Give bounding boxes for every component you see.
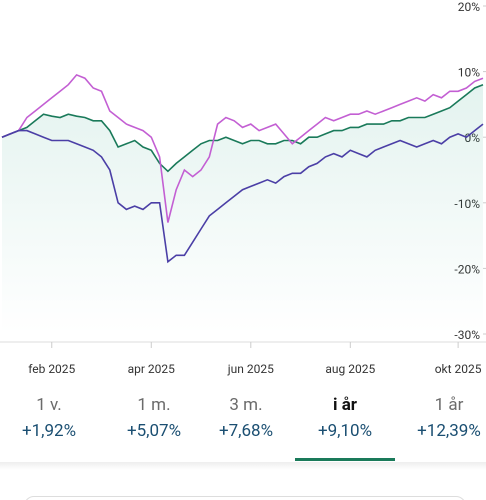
tab-change: +7,68% — [218, 421, 274, 441]
tab-change: +9,10% — [317, 421, 373, 441]
area — [2, 84, 483, 334]
line — [1, 123, 484, 264]
tab-label: 1 år — [434, 395, 464, 415]
tab-label: 1 m. — [137, 395, 171, 415]
x-tick-label: apr 2025 — [128, 362, 176, 376]
tab-change: +5,07% — [126, 421, 182, 441]
period-tab[interactable]: 1 år +12,39% — [399, 392, 486, 444]
period-tab[interactable]: 3 m. +7,68% — [196, 392, 296, 444]
card — [24, 496, 466, 500]
selected-underline — [295, 458, 395, 461]
period-tab[interactable]: i år +9,10% — [295, 392, 395, 444]
y-tick-label: 10% — [458, 66, 480, 80]
x-tick-label: jun 2025 — [227, 362, 274, 376]
divider — [0, 462, 486, 470]
y-tick-label: 20% — [458, 0, 480, 14]
tab-change: +12,39% — [417, 421, 481, 441]
x-tick-label: aug 2025 — [325, 362, 375, 376]
tab-label: i år — [332, 395, 358, 415]
period-tab[interactable]: 1 m. +5,07% — [104, 392, 204, 444]
line — [1, 83, 484, 173]
x-tick-label: okt 2025 — [435, 362, 482, 376]
x-tick-label: feb 2025 — [28, 362, 75, 376]
tab-label: 1 v. — [36, 395, 62, 415]
tab-label: 3 m. — [229, 395, 263, 415]
tab-change: +1,92% — [21, 421, 77, 441]
line — [1, 73, 484, 223]
period-tab[interactable]: 1 v. +1,92% — [0, 392, 99, 444]
